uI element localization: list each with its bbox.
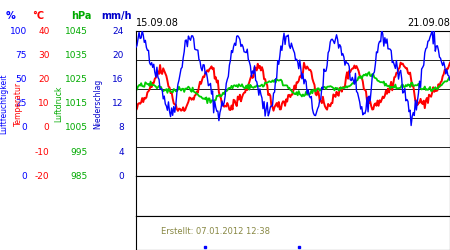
Text: 1045: 1045	[65, 27, 88, 36]
Text: 50: 50	[15, 75, 27, 84]
Text: 20: 20	[112, 51, 124, 60]
Text: 24: 24	[112, 27, 124, 36]
Text: 1035: 1035	[65, 51, 88, 60]
Text: -20: -20	[35, 172, 50, 181]
Text: 0: 0	[21, 124, 27, 132]
Text: 21.09.08: 21.09.08	[407, 18, 450, 28]
Text: Luftdruck: Luftdruck	[54, 86, 63, 122]
Text: %: %	[5, 11, 15, 21]
Text: Temperatur: Temperatur	[14, 82, 23, 126]
Text: 15.09.08: 15.09.08	[136, 18, 179, 28]
Text: 0: 0	[44, 124, 50, 132]
Text: 1005: 1005	[65, 124, 88, 132]
Text: 4: 4	[118, 148, 124, 156]
Text: 1025: 1025	[65, 75, 88, 84]
Text: Luftfeuchtigkeit: Luftfeuchtigkeit	[0, 74, 8, 134]
Text: 100: 100	[10, 27, 27, 36]
Text: 10: 10	[38, 99, 50, 108]
Text: 75: 75	[15, 51, 27, 60]
Text: Erstellt: 07.01.2012 12:38: Erstellt: 07.01.2012 12:38	[161, 227, 270, 236]
Text: 0: 0	[118, 172, 124, 181]
Text: 8: 8	[118, 124, 124, 132]
Text: 30: 30	[38, 51, 50, 60]
Text: 16: 16	[112, 75, 124, 84]
Text: hPa: hPa	[71, 11, 91, 21]
Text: 40: 40	[38, 27, 50, 36]
Text: 0: 0	[21, 172, 27, 181]
Text: 995: 995	[71, 148, 88, 156]
Text: 25: 25	[16, 99, 27, 108]
Text: 20: 20	[38, 75, 50, 84]
Text: 12: 12	[112, 99, 124, 108]
Text: 1015: 1015	[65, 99, 88, 108]
Text: mm/h: mm/h	[102, 11, 132, 21]
Text: -10: -10	[35, 148, 50, 156]
Text: 985: 985	[71, 172, 88, 181]
Text: °C: °C	[32, 11, 45, 21]
Text: Niederschlag: Niederschlag	[94, 78, 103, 129]
